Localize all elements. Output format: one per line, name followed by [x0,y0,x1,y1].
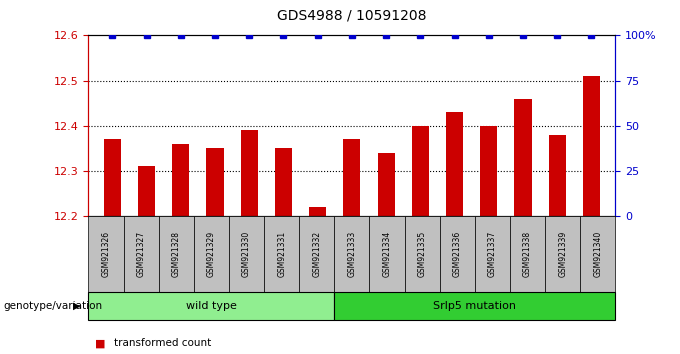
Text: ▶: ▶ [73,301,81,311]
Bar [172,144,189,216]
Text: GDS4988 / 10591208: GDS4988 / 10591208 [277,9,426,23]
Text: GSM921333: GSM921333 [347,231,356,277]
Bar [138,166,155,216]
Text: GSM921334: GSM921334 [383,231,392,277]
Text: wild type: wild type [186,301,237,311]
Text: GSM921335: GSM921335 [418,231,426,277]
Bar [549,135,566,216]
Text: GSM921336: GSM921336 [453,231,462,277]
Text: Srlp5 mutation: Srlp5 mutation [433,301,516,311]
Bar [583,76,600,216]
Text: GSM921327: GSM921327 [137,231,146,277]
Bar [241,130,258,216]
Text: ■: ■ [95,338,105,348]
Text: GSM921337: GSM921337 [488,231,497,277]
Text: GSM921328: GSM921328 [172,231,181,277]
Text: GSM921339: GSM921339 [558,231,567,277]
Bar [377,153,394,216]
Text: genotype/variation: genotype/variation [3,301,103,311]
Text: GSM921331: GSM921331 [277,231,286,277]
Bar [480,126,497,216]
Bar [446,112,463,216]
Bar [275,148,292,216]
Bar [412,126,429,216]
Bar [515,98,532,216]
Text: GSM921330: GSM921330 [242,231,251,277]
Text: GSM921332: GSM921332 [312,231,321,277]
Bar [207,148,224,216]
Bar [343,139,360,216]
Text: GSM921326: GSM921326 [101,231,110,277]
Bar [309,207,326,216]
Text: transformed count: transformed count [114,338,211,348]
Text: GSM921340: GSM921340 [594,231,602,277]
Text: GSM921338: GSM921338 [523,231,532,277]
Text: GSM921329: GSM921329 [207,231,216,277]
Bar [104,139,121,216]
